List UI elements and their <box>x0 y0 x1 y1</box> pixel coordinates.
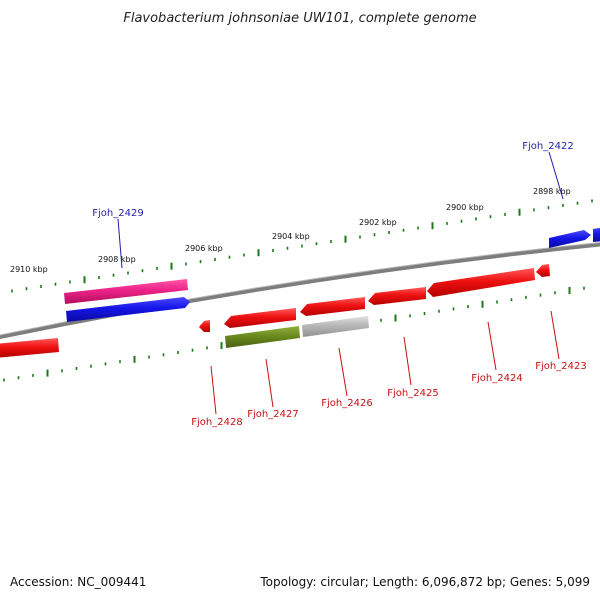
scale-ticks-top <box>11 199 593 293</box>
gene-fjoh-2423[interactable] <box>536 264 550 277</box>
gene-blue-forward[interactable] <box>66 297 190 322</box>
gene-label-fjoh-2427[interactable]: Fjoh_2427 <box>247 409 298 420</box>
gene-fjoh-2426-grey[interactable] <box>302 316 369 337</box>
gene-left-red[interactable] <box>0 338 59 358</box>
leader-lines-bottom <box>210 310 560 415</box>
gene-label-fjoh-2425[interactable]: Fjoh_2425 <box>387 388 438 399</box>
accession-text: Accession: NC_009441 <box>10 575 147 589</box>
gene-fjoh-2422-blue[interactable] <box>549 227 600 248</box>
gene-fjoh-2427-olive[interactable] <box>225 326 300 348</box>
scale-label: 2898 kbp <box>533 187 571 196</box>
gene-fjoh-2428[interactable] <box>199 320 210 332</box>
gene-fjoh-2427[interactable] <box>224 308 296 328</box>
gene-fjoh-2429-pink[interactable] <box>64 279 188 304</box>
scale-label: 2910 kbp <box>10 265 48 274</box>
gene-label-fjoh-2428[interactable]: Fjoh_2428 <box>191 417 242 428</box>
gene-fjoh-2425[interactable] <box>368 287 426 305</box>
gene-label-fjoh-2429[interactable]: Fjoh_2429 <box>92 208 143 219</box>
gene-label-fjoh-2423[interactable]: Fjoh_2423 <box>535 361 586 372</box>
genome-backbone <box>0 242 600 340</box>
scale-label: 2906 kbp <box>185 244 223 253</box>
gene-label-fjoh-2426[interactable]: Fjoh_2426 <box>321 398 372 409</box>
gene-fjoh-2426[interactable] <box>300 297 365 316</box>
map-title: Flavobacterium johnsoniae UW101, complet… <box>123 11 476 26</box>
scale-label: 2902 kbp <box>359 218 397 227</box>
scale-label: 2904 kbp <box>272 232 310 241</box>
leader-lines-top <box>117 151 564 269</box>
topology-text: Topology: circular; Length: 6,096,872 bp… <box>260 575 590 589</box>
scale-label: 2900 kbp <box>446 203 484 212</box>
scale-label: 2908 kbp <box>98 255 136 264</box>
gene-label-fjoh-2424[interactable]: Fjoh_2424 <box>471 373 522 384</box>
gene-fjoh-2424[interactable] <box>427 268 535 297</box>
gene-label-fjoh-2422[interactable]: Fjoh_2422 <box>522 141 573 152</box>
